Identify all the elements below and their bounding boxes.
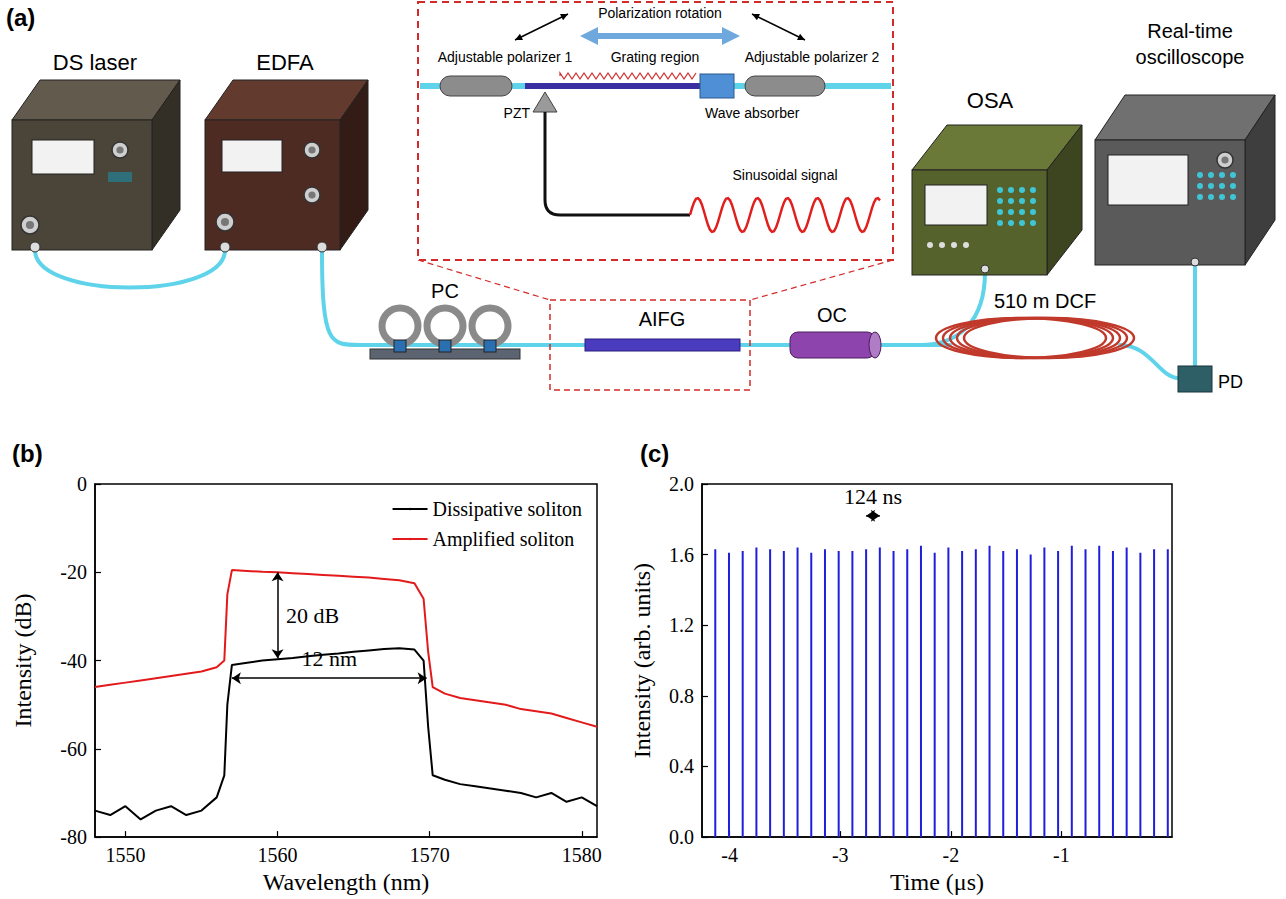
svg-text:OSA: OSA bbox=[967, 88, 1014, 113]
svg-text:0.8: 0.8 bbox=[669, 685, 694, 707]
svg-text:1560: 1560 bbox=[258, 844, 298, 866]
svg-text:Wavelength (nm): Wavelength (nm) bbox=[263, 869, 430, 895]
svg-text:-1: -1 bbox=[1053, 844, 1070, 866]
svg-text:PC: PC bbox=[431, 280, 459, 302]
svg-text:(a): (a) bbox=[6, 4, 35, 31]
svg-text:-20: -20 bbox=[60, 561, 87, 583]
svg-text:Adjustable polarizer 1: Adjustable polarizer 1 bbox=[438, 49, 573, 65]
svg-text:Polarization rotation: Polarization rotation bbox=[598, 5, 722, 21]
svg-text:PZT: PZT bbox=[504, 105, 531, 121]
svg-text:Time (μs): Time (μs) bbox=[890, 869, 984, 895]
svg-text:Intensity (dB): Intensity (dB) bbox=[10, 594, 36, 728]
svg-text:-40: -40 bbox=[60, 650, 87, 672]
html-text:(b): (b) bbox=[12, 440, 43, 467]
svg-text:-4: -4 bbox=[721, 844, 738, 866]
svg-text:124 ns: 124 ns bbox=[844, 484, 902, 509]
svg-text:EDFA: EDFA bbox=[256, 50, 314, 75]
svg-text:2.0: 2.0 bbox=[669, 473, 694, 495]
svg-text:oscilloscope: oscilloscope bbox=[1136, 46, 1245, 68]
svg-text:-60: -60 bbox=[60, 738, 87, 760]
svg-text:12 nm: 12 nm bbox=[301, 646, 357, 671]
svg-text:Adjustable polarizer 2: Adjustable polarizer 2 bbox=[745, 49, 880, 65]
svg-text:1580: 1580 bbox=[562, 844, 602, 866]
svg-text:-80: -80 bbox=[60, 826, 87, 848]
svg-text:0.4: 0.4 bbox=[669, 755, 694, 777]
svg-text:AIFG: AIFG bbox=[639, 308, 686, 330]
svg-text:-2: -2 bbox=[942, 844, 959, 866]
svg-text:Intensity (arb. units): Intensity (arb. units) bbox=[629, 563, 655, 758]
html-text:(c): (c) bbox=[640, 440, 670, 467]
svg-text:PD: PD bbox=[1218, 372, 1243, 392]
svg-text:1550: 1550 bbox=[105, 844, 145, 866]
svg-text:1570: 1570 bbox=[410, 844, 450, 866]
svg-text:510 m DCF: 510 m DCF bbox=[994, 290, 1096, 312]
svg-text:Real-time: Real-time bbox=[1147, 20, 1233, 42]
svg-text:DS laser: DS laser bbox=[53, 50, 137, 75]
svg-text:-3: -3 bbox=[832, 844, 849, 866]
svg-text:Grating region: Grating region bbox=[611, 49, 700, 65]
svg-text:1.6: 1.6 bbox=[669, 544, 694, 566]
svg-text:OC: OC bbox=[817, 304, 847, 326]
svg-text:20 dB: 20 dB bbox=[286, 603, 339, 628]
svg-text:Dissipative soliton: Dissipative soliton bbox=[433, 498, 582, 521]
svg-text:Wave absorber: Wave absorber bbox=[705, 105, 800, 121]
svg-text:0.0: 0.0 bbox=[669, 826, 694, 848]
svg-text:Sinusoidal signal: Sinusoidal signal bbox=[732, 167, 837, 183]
svg-text:Amplified soliton: Amplified soliton bbox=[433, 528, 575, 551]
svg-text:0: 0 bbox=[77, 473, 87, 495]
svg-text:1.2: 1.2 bbox=[669, 614, 694, 636]
